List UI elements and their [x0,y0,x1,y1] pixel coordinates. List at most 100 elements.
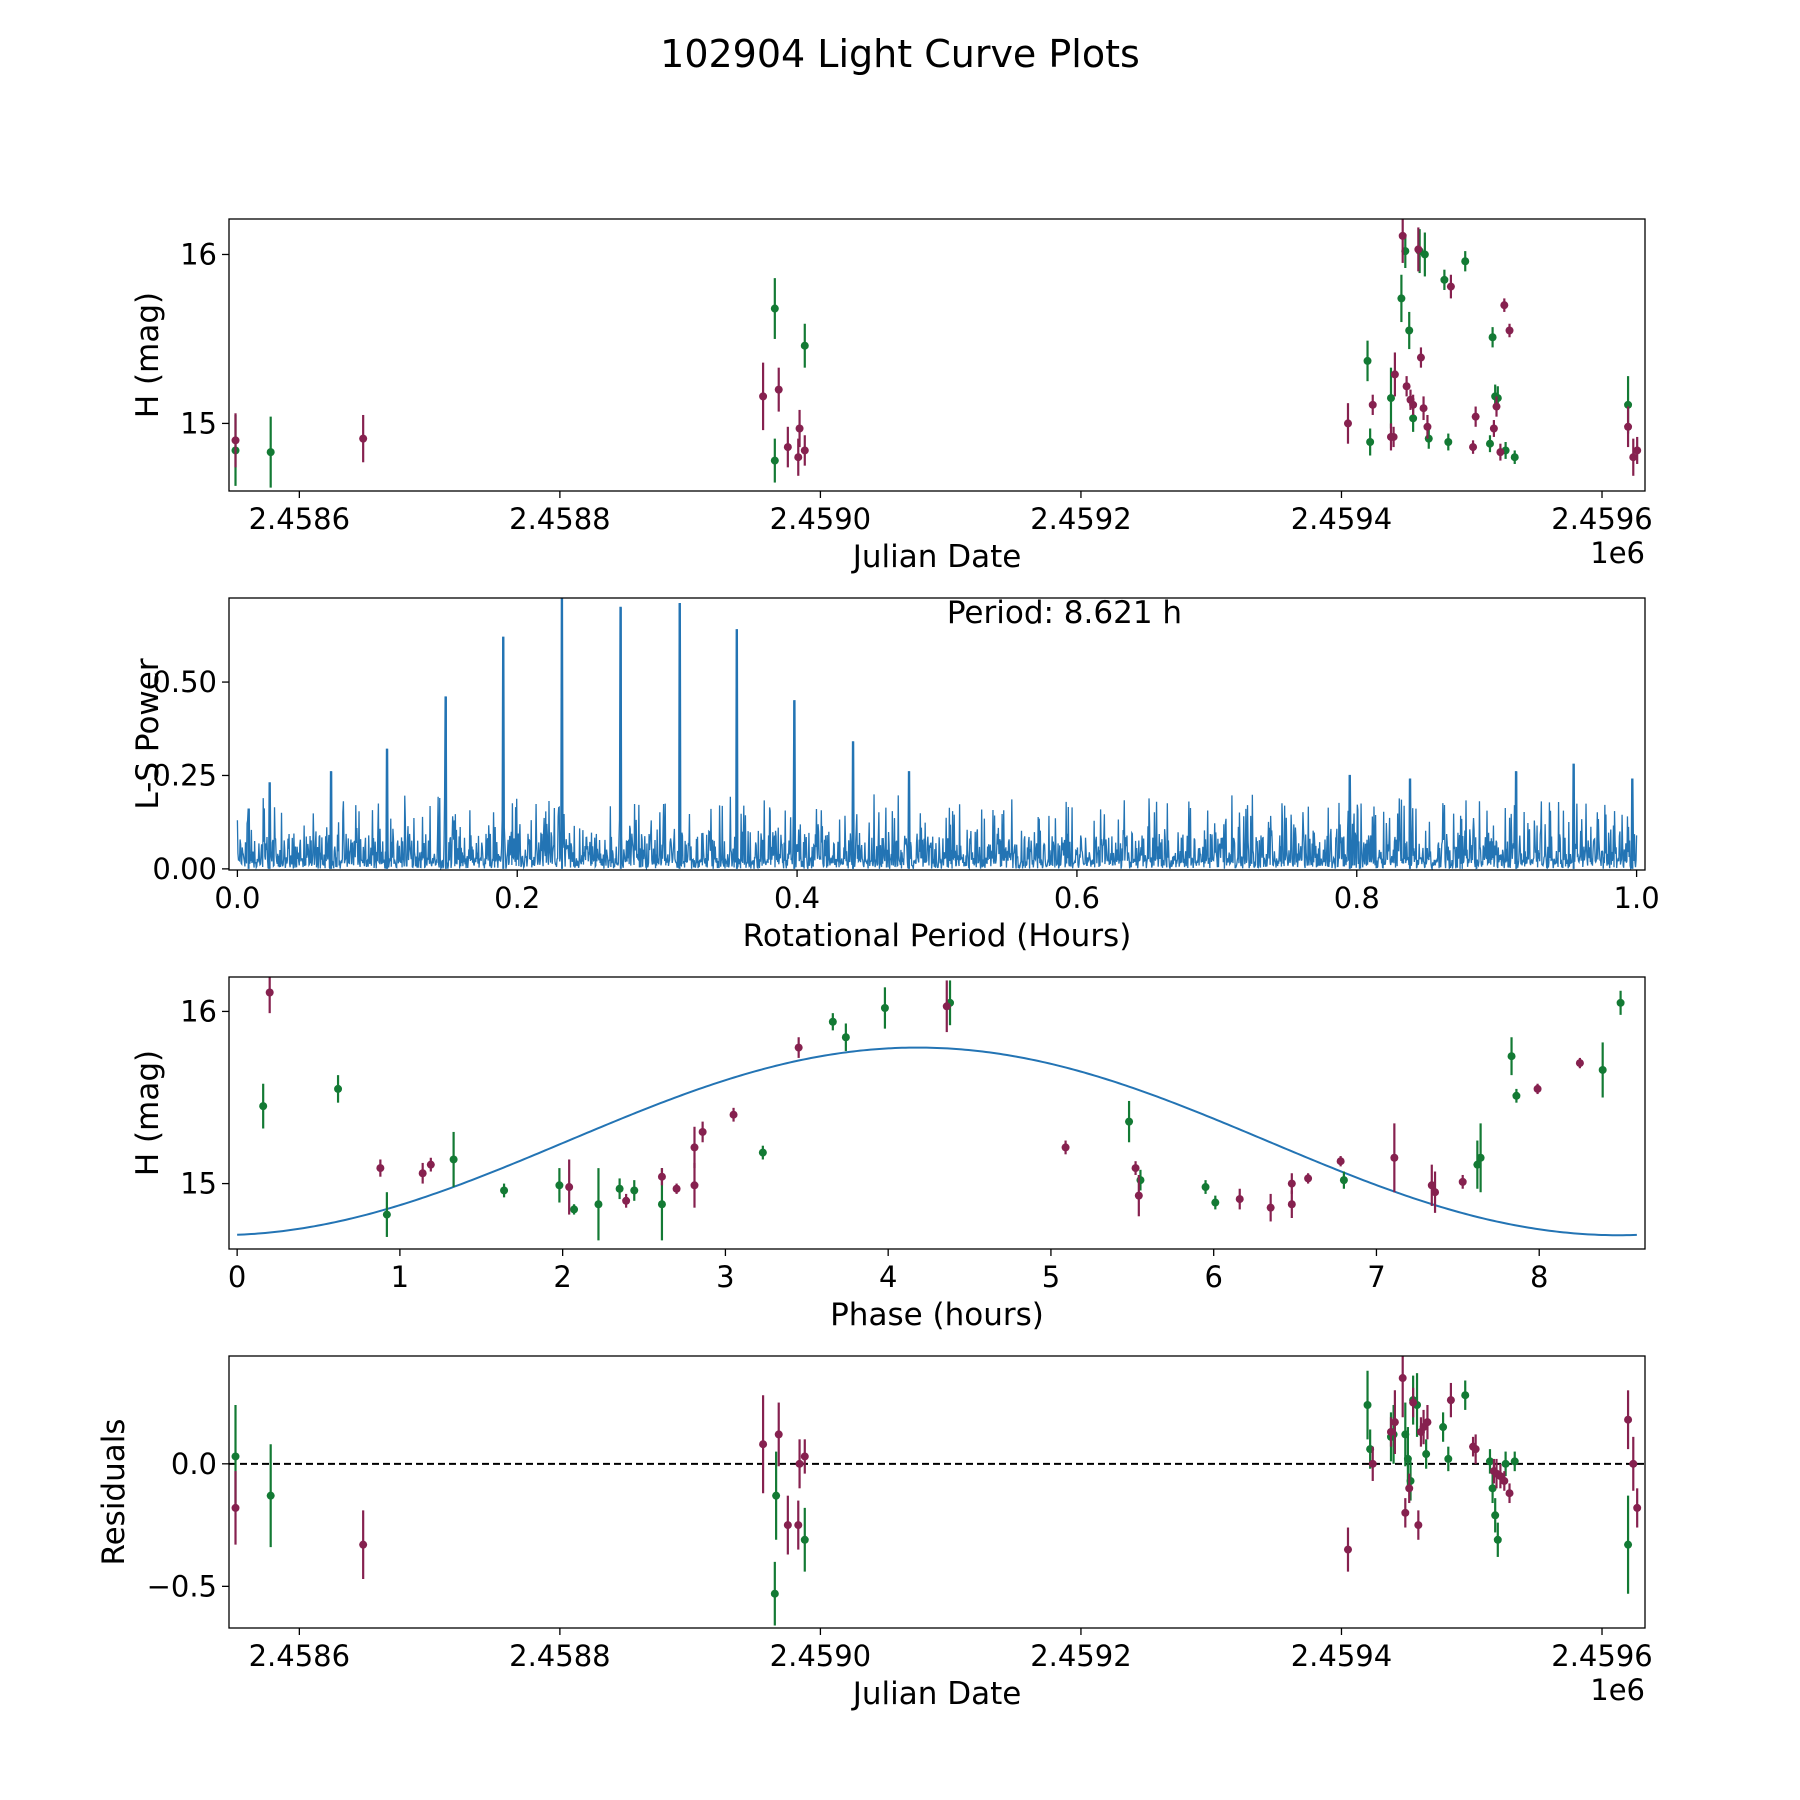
data-point [1575,1059,1584,1068]
data-point [1287,1200,1296,1209]
data-point [657,1200,666,1209]
data-point [698,1127,707,1136]
data-point [630,1186,639,1195]
data-point [1398,1374,1407,1383]
data-point [774,1430,783,1439]
residuals-series-purple-filter [231,1356,1642,1579]
data-point [1471,1445,1480,1454]
y-tick-label: −0.5 [147,1569,217,1603]
data-point [1505,326,1514,335]
x-tick-label: 0.8 [1334,881,1380,915]
x-tick-label: 2.4592 [1030,1639,1131,1673]
x-tick-label: 3 [716,1260,734,1294]
data-point [1458,1177,1467,1186]
x-tick-label: 2.4596 [1551,502,1652,536]
data-point [1125,1117,1134,1126]
data-point [1339,1176,1348,1185]
data-point [841,1033,850,1042]
phased-axes-frame [228,976,1646,1250]
data-point [1398,231,1407,240]
data-point [570,1205,579,1214]
data-point [1368,400,1377,409]
residuals-x-axis-label: Julian Date [851,1676,1022,1712]
data-point [1624,1415,1633,1424]
y-tick-label: 16 [180,994,217,1028]
panel-phased: 0 1 2 3 4 5 6 7 8 15 16 Phase (hours) H (mag) [130,976,1646,1333]
data-point [942,1002,951,1011]
data-point [1414,1521,1423,1530]
x-tick-label: 2 [553,1260,571,1294]
x-offset-label: 1e6 [1590,536,1645,570]
data-point [1533,1084,1542,1093]
data-point [1287,1179,1296,1188]
x-tick-label: 5 [1042,1260,1060,1294]
data-point [1363,356,1372,365]
panel-lightcurve: 2.4586 2.4588 2.4590 2.4592 2.4594 2.4596 15 16… [130,218,1653,575]
data-point [382,1210,391,1219]
data-point [800,446,809,455]
x-tick-label: 1.0 [1614,881,1660,915]
data-point [759,1440,768,1449]
data-point [359,434,368,443]
panel-residuals: 2.4586 2.4588 2.4590 2.4592 2.4594 2.4596 −0.5… [96,1355,1653,1712]
x-tick-label: 2.4594 [1291,502,1392,536]
data-point [1390,1153,1399,1162]
data-point [800,341,809,350]
data-point [1423,422,1432,431]
data-point [622,1196,631,1205]
x-tick-label: 0.6 [1054,881,1100,915]
data-point [1363,1401,1372,1410]
phased-x-axis-label: Phase (hours) [830,1297,1044,1333]
data-point [774,385,783,394]
y-tick-label: 16 [180,237,217,271]
x-offset-label: 1e6 [1590,1673,1645,1707]
x-tick-label: 0.4 [774,881,820,915]
x-tick-label: 1 [391,1260,409,1294]
x-tick-label: 2.4596 [1551,1639,1652,1673]
panels-group: 2.4586 2.4588 2.4590 2.4592 2.4594 2.45961516… [96,218,1660,1712]
data-point [1471,412,1480,421]
data-point [1440,275,1449,284]
data-point [795,1459,804,1468]
x-tick-label: 0.0 [214,881,260,915]
data-point [1211,1198,1220,1207]
periodogram-x-axis-label: Rotational Period (Hours) [743,918,1132,954]
y-tick-label: 0.00 [152,852,217,886]
data-point [565,1183,574,1192]
data-point [334,1084,343,1093]
data-point [1420,250,1429,259]
lightcurve-x-axis-label: Julian Date [851,539,1022,575]
data-point [1405,1484,1414,1493]
data-point [1424,434,1433,443]
x-tick-label: 2.4594 [1291,1639,1392,1673]
y-tick-label: 0.0 [171,1447,217,1481]
data-point [794,453,803,462]
data-point [231,1452,240,1461]
ls-power-line [236,598,1638,870]
data-point [794,1043,803,1052]
data-point [1134,1191,1143,1200]
data-point [231,1503,240,1512]
y-tick-label: 0.50 [152,665,217,699]
data-point [1500,1476,1509,1485]
data-point [770,1589,779,1598]
data-point [759,392,768,401]
residuals-series-green-filter [231,1370,1633,1626]
period-annotation: Period: 8.621 h [947,595,1182,631]
data-point [1427,1181,1436,1190]
data-point [1343,419,1352,428]
data-point [1629,1459,1638,1468]
data-point [1439,1423,1448,1432]
data-point [449,1155,458,1164]
x-tick-label: 4 [879,1260,897,1294]
lightcurve-y-axis-label: H (mag) [130,292,166,418]
data-point [1131,1164,1140,1173]
data-point [1405,326,1414,335]
x-tick-label: 8 [1530,1260,1548,1294]
panel-periodogram: Period: 8.621 h 0.0 0.2 0.4 0.6 0.8 1.0 0.00 0.2… [130,595,1660,954]
data-point [1409,1398,1418,1407]
fit-curve [237,1046,1637,1237]
data-point [770,456,779,465]
data-point [1304,1174,1313,1183]
